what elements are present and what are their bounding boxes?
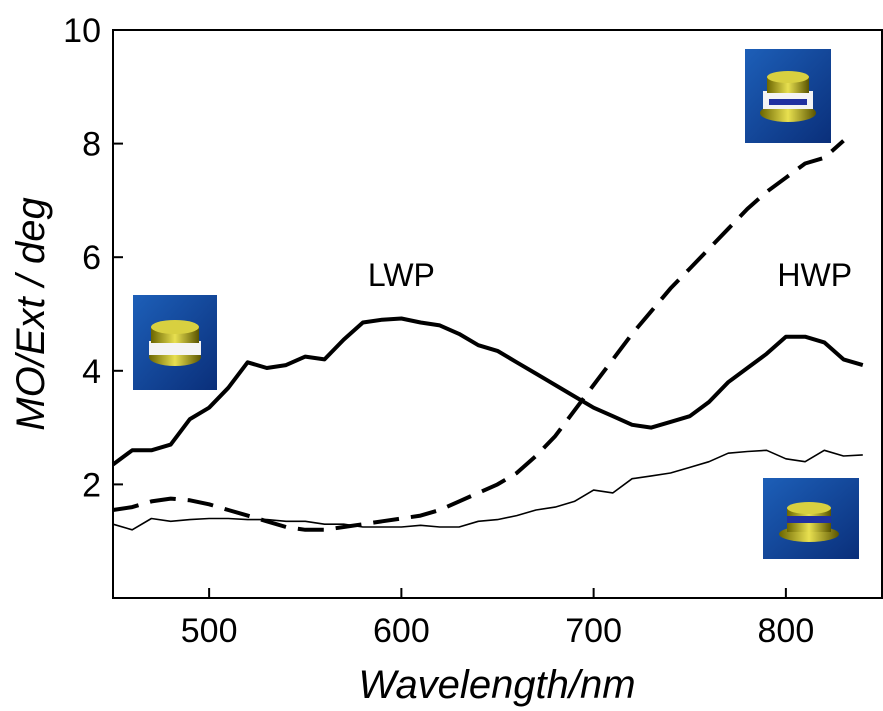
y-tick-label: 10 [63,12,101,50]
series-line [112,449,863,531]
y-tick-label: 6 [82,239,101,277]
x-tick-label: 600 [373,612,430,650]
icon-hwp-top [745,49,831,143]
y-tick-label: 8 [82,126,101,164]
annotation: HWP [777,257,852,293]
x-axis-label: Wavelength/nm [358,663,635,707]
plot-frame [112,29,883,599]
series-line [111,316,864,467]
icon-hwp-bottom [763,478,859,559]
x-tick-label: 800 [758,612,815,650]
annotation: LWP [368,257,435,293]
y-tick-label: 2 [82,466,101,504]
y-tick-label: 4 [82,353,101,391]
x-tick-label: 700 [565,612,622,650]
series-line [112,139,845,532]
icon-lwp [133,295,217,390]
y-axis-label: MO/Ext / deg [9,197,53,430]
x-tick-label: 500 [181,612,238,650]
